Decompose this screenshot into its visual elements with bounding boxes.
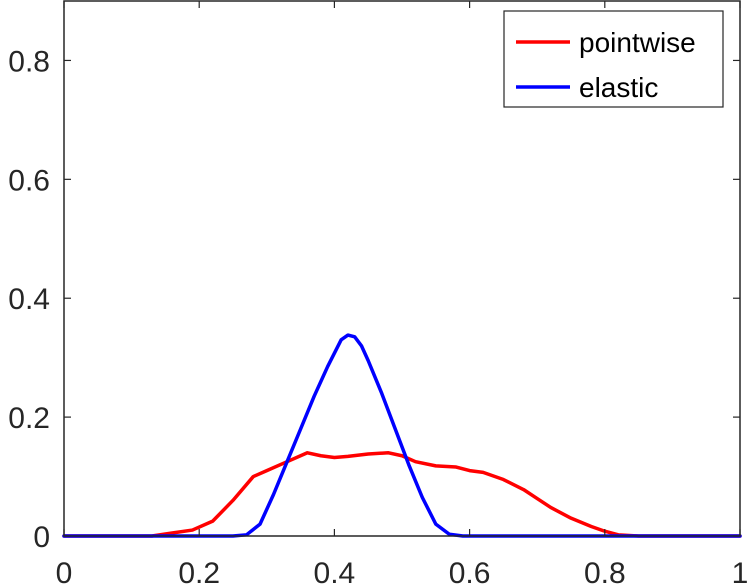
y-tick-label: 0.4 <box>8 283 50 316</box>
x-tick-label: 0.8 <box>584 557 626 585</box>
y-tick-label: 0.8 <box>8 45 50 78</box>
plot-frame <box>63 0 741 537</box>
legend: pointwise elastic <box>503 10 724 108</box>
x-tick-label: 0 <box>56 557 73 585</box>
legend-label-elastic: elastic <box>579 72 658 103</box>
series-line-pointwise <box>62 451 742 538</box>
ticks-layer: 0 0.2 0.4 0.6 0.8 1 0 0.2 0.4 0.6 0.8 <box>8 1 747 585</box>
legend-box <box>503 10 724 108</box>
x-tick-label: 0.2 <box>178 557 220 585</box>
x-tick-label: 0.4 <box>314 557 356 585</box>
y-tick-label: 0 <box>33 521 50 554</box>
x-tick-label: 0.6 <box>449 557 491 585</box>
y-tick-label: 0.6 <box>8 164 50 197</box>
legend-label-pointwise: pointwise <box>579 27 696 58</box>
y-tick-label: 0.2 <box>8 402 50 435</box>
x-tick-label: 1 <box>732 557 747 585</box>
